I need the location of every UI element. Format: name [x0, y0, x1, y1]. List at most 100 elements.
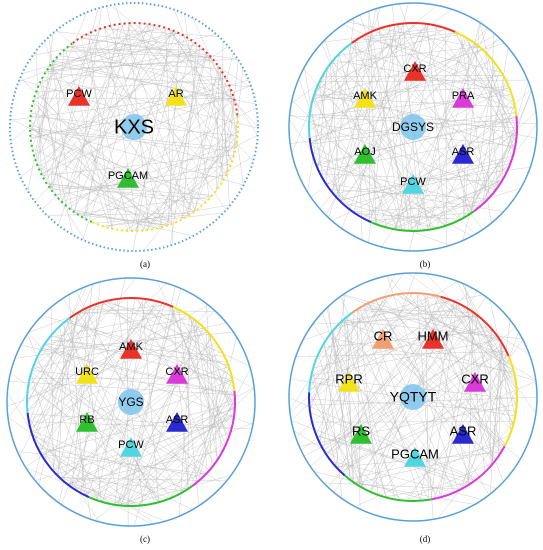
group-arc	[191, 390, 236, 487]
edge	[219, 68, 228, 173]
edge	[392, 187, 522, 230]
edge	[44, 344, 253, 425]
edge	[356, 309, 495, 463]
edge	[347, 21, 481, 49]
edge	[193, 52, 234, 212]
edge	[382, 113, 517, 227]
node-label: RS	[352, 423, 370, 438]
edge	[309, 294, 394, 385]
edge	[310, 321, 486, 467]
center-node	[121, 114, 147, 140]
group-node	[68, 86, 90, 106]
node-label: HMM	[417, 328, 448, 343]
edge	[167, 33, 180, 226]
edge	[52, 408, 235, 471]
edge	[289, 314, 351, 411]
edge	[474, 313, 502, 453]
edge	[34, 303, 98, 441]
edge	[27, 413, 232, 428]
edge	[350, 19, 514, 99]
edge	[168, 28, 239, 133]
edge	[325, 182, 504, 212]
group-arc	[351, 292, 441, 314]
edge	[65, 320, 234, 387]
edge	[375, 299, 490, 496]
edge	[51, 63, 256, 105]
edge	[310, 45, 479, 144]
edge	[19, 79, 237, 145]
edge	[317, 296, 388, 440]
edge	[150, 24, 252, 88]
edge	[310, 23, 405, 145]
edge	[321, 42, 398, 230]
node-label: ASR	[450, 423, 477, 438]
edge	[124, 155, 255, 231]
edge	[433, 330, 494, 499]
edge	[67, 387, 255, 485]
edge	[319, 79, 528, 82]
edge	[324, 39, 378, 225]
edge	[60, 345, 219, 479]
edge	[437, 420, 515, 519]
edge	[130, 36, 186, 232]
edge	[330, 46, 480, 65]
edge	[146, 93, 233, 231]
edge	[134, 318, 194, 527]
edge	[389, 25, 410, 231]
edge	[332, 60, 435, 229]
edge	[34, 440, 156, 524]
edge	[79, 300, 156, 493]
edge	[383, 131, 518, 228]
edge	[194, 361, 227, 485]
edge	[333, 194, 439, 229]
group-node	[404, 447, 426, 467]
edge	[103, 212, 224, 227]
edge	[311, 151, 446, 226]
edge	[382, 297, 505, 447]
edge	[137, 375, 232, 506]
edge	[397, 293, 514, 371]
group-node	[76, 412, 98, 432]
edge	[384, 481, 473, 498]
edge	[35, 58, 56, 161]
edge	[319, 80, 475, 211]
center-node	[400, 114, 426, 140]
node-label: RPR	[335, 371, 362, 386]
edge	[315, 28, 447, 90]
edge	[169, 305, 226, 446]
edge	[309, 94, 512, 117]
edge	[62, 323, 159, 503]
group-node	[452, 144, 474, 164]
edge	[37, 166, 173, 224]
edge	[74, 211, 168, 226]
edge	[312, 75, 504, 102]
node-label: PCW	[118, 439, 144, 451]
edge	[367, 36, 499, 221]
group-arc	[26, 317, 71, 414]
edge	[28, 314, 188, 423]
edge	[29, 378, 185, 492]
edge	[433, 294, 530, 355]
edge	[26, 285, 88, 405]
edge	[41, 315, 229, 366]
group-arc	[370, 210, 475, 232]
edge	[74, 278, 126, 490]
edge	[457, 302, 514, 426]
edge	[332, 17, 355, 193]
edge	[83, 422, 254, 495]
edge	[307, 67, 329, 193]
edge	[30, 133, 211, 198]
edge	[489, 328, 492, 467]
edge	[343, 319, 387, 498]
group-node	[120, 437, 142, 457]
edge	[310, 377, 354, 483]
outer-ring	[288, 272, 538, 522]
edge	[63, 48, 203, 51]
edge	[76, 196, 212, 215]
group-arc	[431, 445, 506, 501]
edge	[49, 65, 197, 211]
edge	[30, 130, 236, 152]
edge	[353, 482, 475, 505]
edge	[454, 31, 515, 150]
group-node	[464, 372, 486, 392]
